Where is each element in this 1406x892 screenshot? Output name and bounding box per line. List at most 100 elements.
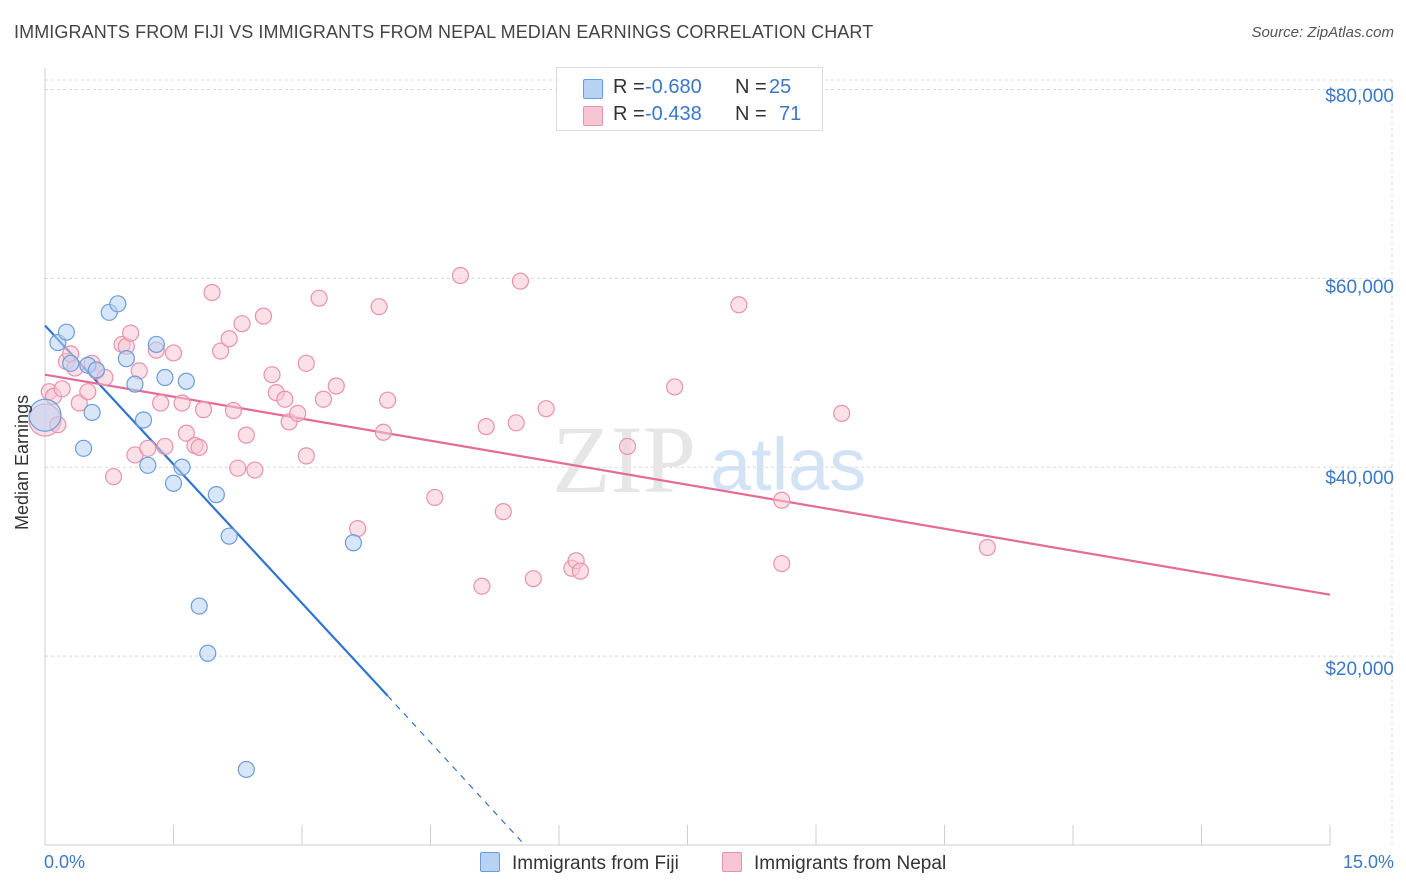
data-point-nepal [370, 298, 388, 316]
watermark: ZIP atlas [552, 406, 866, 513]
data-point-fiji [237, 760, 255, 779]
data-point-nepal [327, 377, 345, 395]
data-point-nepal [173, 394, 191, 412]
watermark-zip: ZIP [552, 406, 696, 513]
data-point-nepal [379, 391, 397, 409]
y-axis-title: Median Earnings [12, 394, 32, 530]
data-point-nepal [152, 394, 170, 412]
data-point-fiji [344, 534, 362, 552]
data-point-nepal [122, 324, 140, 342]
data-point-nepal [537, 400, 555, 418]
data-point-fiji [57, 323, 76, 341]
data-point-fiji [207, 486, 225, 504]
data-point-nepal [511, 272, 530, 290]
data-point-fiji [87, 361, 106, 379]
data-points [28, 266, 996, 779]
data-point-fiji [199, 644, 217, 662]
data-point-nepal [494, 503, 512, 521]
y-tick-label: $80,000 [1325, 86, 1394, 107]
data-point-nepal [104, 468, 123, 486]
data-point-nepal [79, 383, 97, 401]
data-point-nepal [224, 401, 243, 420]
trend-line-extension-fiji [387, 695, 526, 846]
data-point-fiji [173, 458, 191, 476]
data-point-nepal [297, 447, 315, 465]
legend-n-label: N = [735, 103, 767, 125]
gridlines [45, 79, 1393, 845]
data-point-nepal [289, 404, 307, 422]
data-point-nepal [310, 289, 328, 307]
data-point-fiji [28, 398, 62, 432]
data-point-nepal [276, 390, 294, 408]
data-point-nepal [730, 296, 748, 314]
data-point-nepal [374, 423, 392, 441]
data-point-nepal [212, 342, 230, 360]
trend-lines [44, 324, 1331, 846]
data-point-nepal [524, 570, 542, 588]
data-point-nepal [507, 414, 525, 432]
series-swatch-fiji [480, 852, 500, 872]
legend-n-value: 71 [779, 103, 802, 125]
data-point-nepal [314, 390, 333, 408]
chart-source: Source: ZipAtlas.com [1251, 24, 1394, 41]
data-point-fiji [190, 597, 208, 615]
trend-line-fiji [44, 324, 389, 697]
data-point-nepal [426, 488, 444, 507]
legend-swatch-nepal [583, 106, 603, 126]
y-tick-label: $20,000 [1325, 659, 1394, 680]
data-point-nepal [246, 461, 264, 479]
chart-title: IMMIGRANTS FROM FIJI VS IMMIGRANTS FROM … [14, 22, 874, 42]
legend-swatch-fiji [583, 79, 603, 99]
data-point-nepal [773, 554, 791, 573]
y-tick-label: $40,000 [1325, 468, 1394, 489]
data-point-fiji [117, 350, 135, 368]
data-point-nepal [70, 394, 88, 412]
data-point-nepal [477, 418, 495, 436]
data-point-nepal [473, 577, 491, 595]
data-point-nepal [833, 404, 851, 422]
series-swatch-nepal [722, 852, 742, 872]
data-point-nepal [451, 266, 470, 285]
axes [44, 68, 1331, 846]
data-point-nepal [571, 562, 590, 580]
data-point-nepal [263, 366, 281, 384]
series-label-fiji: Immigrants from Fiji [512, 853, 679, 874]
data-point-fiji [177, 372, 195, 390]
data-point-nepal [237, 426, 255, 444]
data-point-fiji [139, 456, 157, 474]
data-point-nepal [773, 491, 791, 509]
x-tick-label-max: 15.0% [1342, 852, 1394, 872]
data-point-fiji [62, 354, 80, 372]
data-point-nepal [297, 354, 315, 372]
legend-n-label: N = [735, 76, 767, 98]
data-point-nepal [220, 330, 238, 348]
data-point-fiji [147, 335, 165, 354]
data-point-fiji [126, 375, 144, 393]
data-point-nepal [156, 437, 174, 456]
data-point-nepal [194, 401, 213, 419]
legend-r-value: -0.680 [645, 76, 702, 98]
data-point-fiji [74, 439, 93, 457]
data-point-nepal [164, 344, 183, 362]
series-legend-fiji: Immigrants from Fiji [480, 852, 679, 875]
legend-r-label: R = [613, 76, 645, 98]
data-point-fiji [164, 474, 183, 492]
data-point-nepal [177, 424, 195, 442]
data-point-nepal [254, 307, 273, 325]
data-point-fiji [83, 403, 101, 422]
stats-legend: R = -0.680 N = 25 R = -0.438 N = 71 [556, 67, 823, 131]
legend-n-value: 25 [769, 76, 792, 98]
data-point-nepal [349, 520, 367, 538]
data-point-nepal [203, 283, 221, 302]
legend-r-value: -0.438 [645, 103, 702, 125]
data-point-fiji [109, 295, 127, 313]
data-point-nepal [190, 438, 208, 456]
legend-r-label: R = [613, 103, 645, 125]
data-point-fiji [156, 368, 174, 387]
data-point-nepal [229, 459, 247, 477]
x-tick-label-min: 0.0% [44, 852, 86, 872]
data-point-fiji [134, 411, 153, 429]
y-tick-label: $60,000 [1325, 277, 1394, 298]
data-point-nepal [618, 437, 637, 456]
